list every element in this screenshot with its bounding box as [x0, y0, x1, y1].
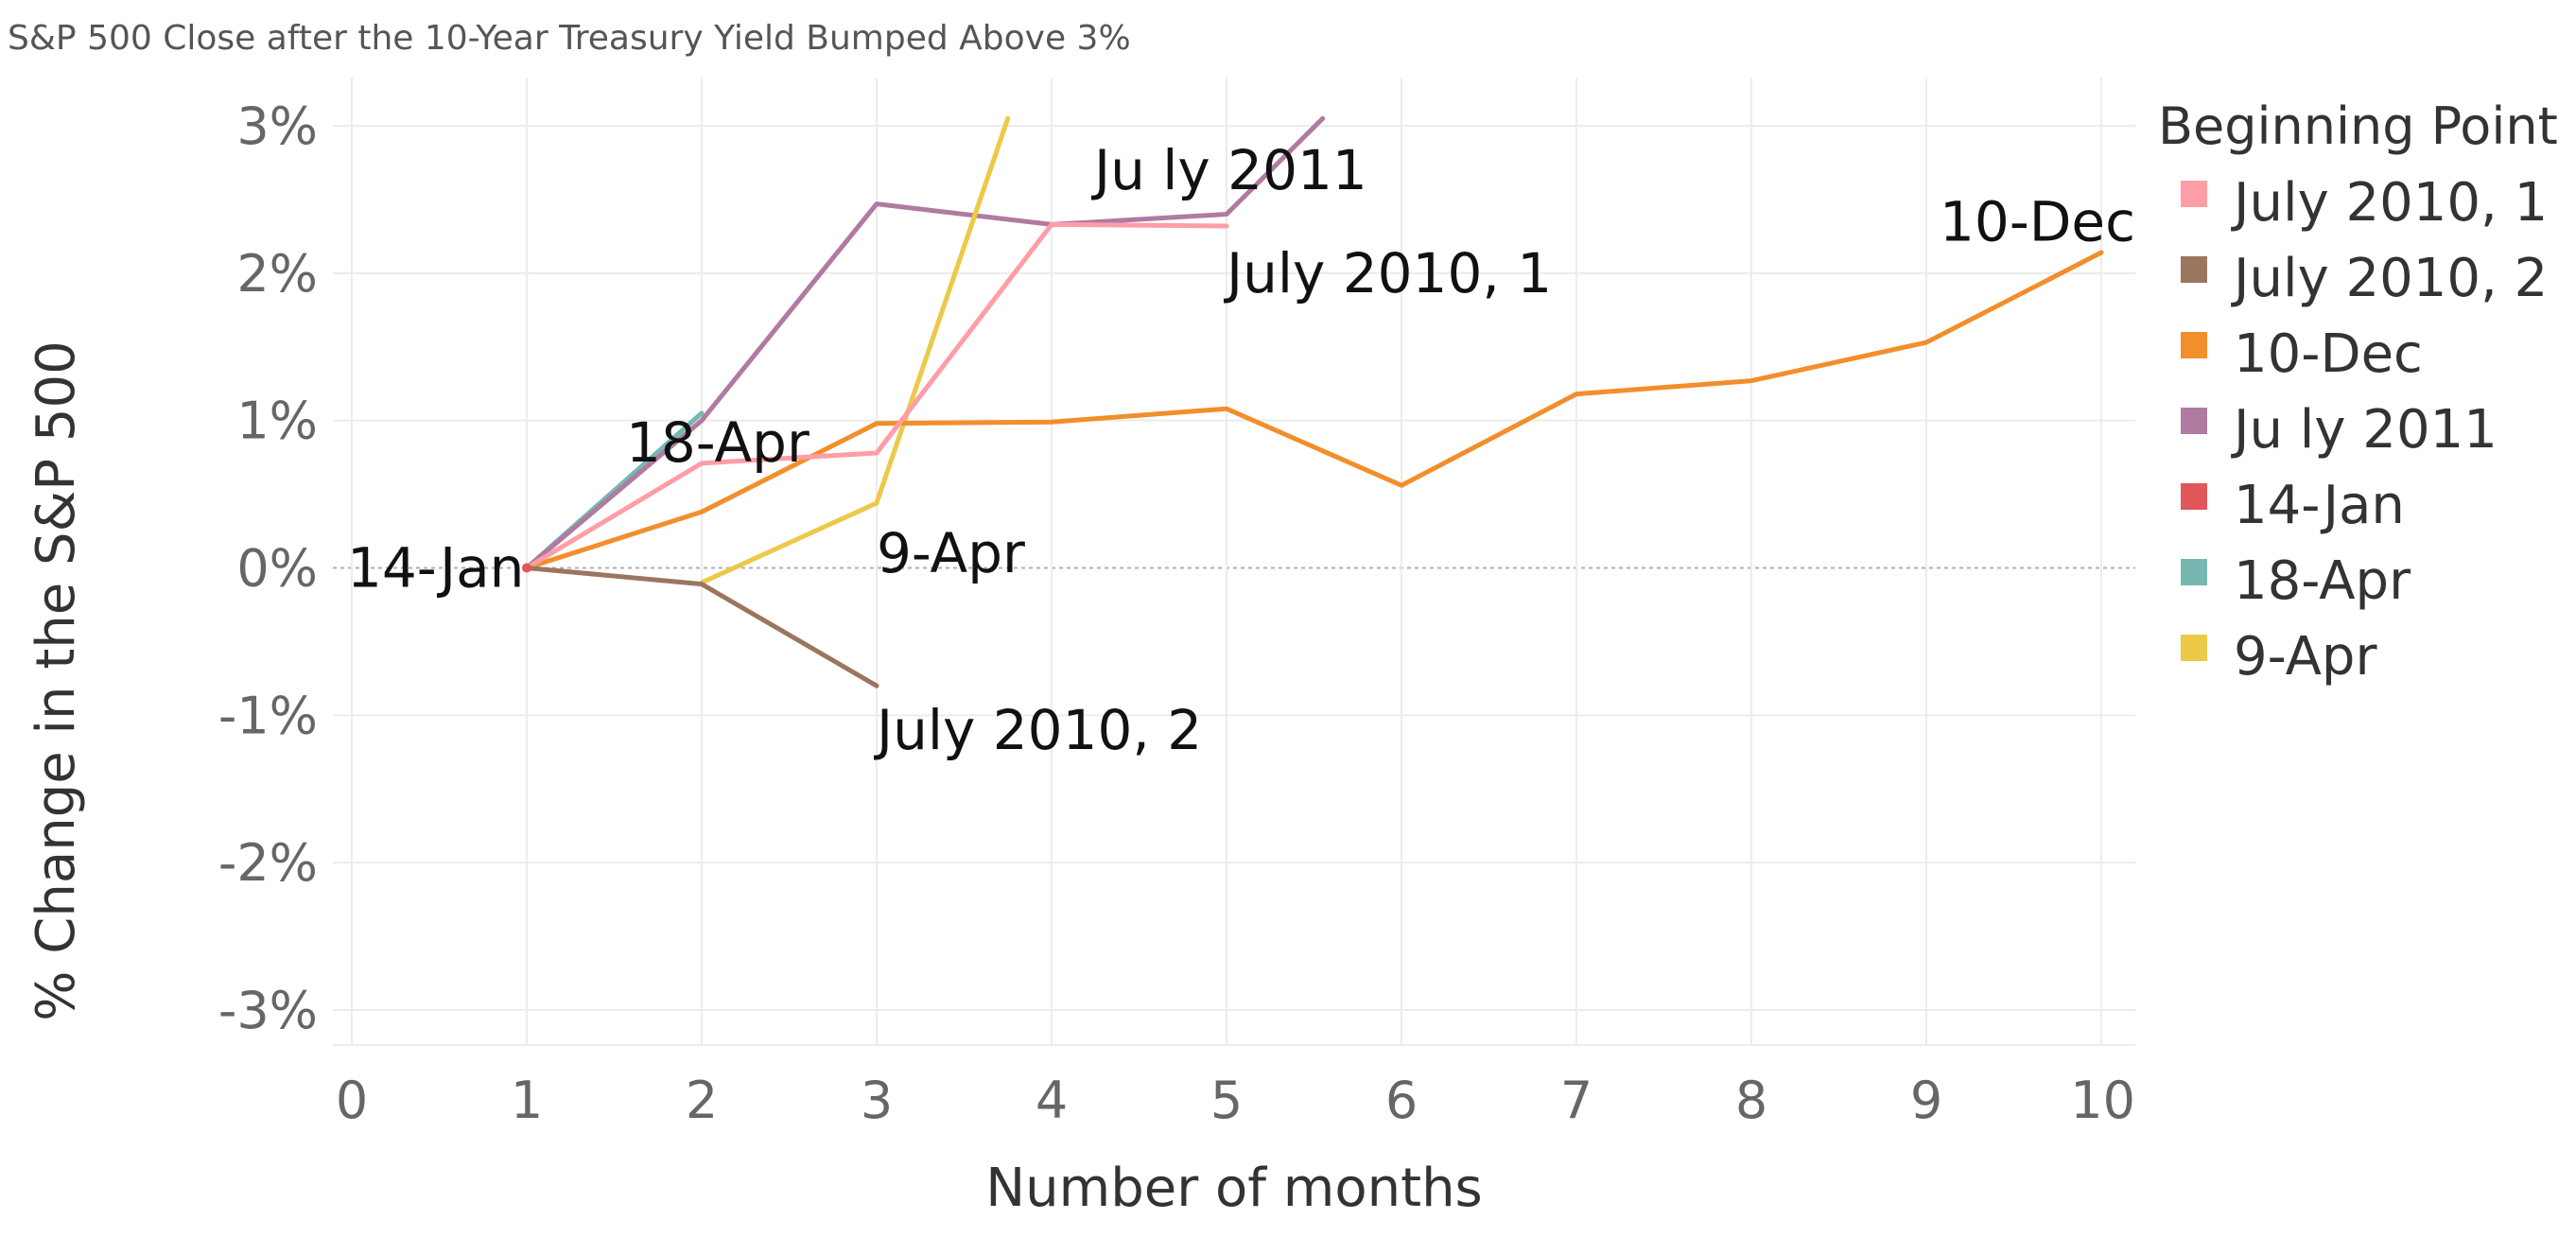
y-tick-label: -2%: [218, 833, 318, 893]
x-tick-label: 5: [1210, 1071, 1243, 1130]
legend-label: 9-Apr: [2234, 626, 2377, 688]
legend-label: July 2010, 1: [2231, 172, 2548, 234]
x-tick-label: 1: [511, 1071, 543, 1130]
line-label-july-2010-2: July 2010, 2: [874, 698, 1202, 762]
x-tick-label: 4: [1036, 1071, 1068, 1130]
legend-swatch: [2181, 332, 2207, 358]
y-axis-ticks: 3% 2% 1% 0% -1% -2% -3%: [218, 96, 318, 1040]
legend-swatch: [2181, 408, 2207, 434]
legend-item: July 2010, 2: [2181, 248, 2548, 309]
legend-label: 10-Dec: [2234, 323, 2423, 385]
legend-swatch: [2181, 256, 2207, 283]
legend-item: 9-Apr: [2181, 626, 2377, 688]
series-line-july-2010-1: [524, 221, 1229, 570]
legend-item: July 2010, 1: [2181, 172, 2548, 234]
y-tick-label: 3%: [236, 96, 318, 156]
legend-item: 14-Jan: [2181, 475, 2405, 536]
series-line-july-2011: [524, 115, 1326, 570]
legend-item: 10-Dec: [2181, 323, 2423, 385]
line-label-10-dec: 10-Dec: [1940, 189, 2135, 253]
x-tick-label: 8: [1735, 1071, 1767, 1130]
x-tick-label: 10: [2070, 1071, 2135, 1130]
chart-title: S&P 500 Close after the 10-Year Treasury…: [8, 19, 1131, 58]
line-label-july-2011: Ju ly 2011: [1091, 138, 1367, 202]
y-tick-label: 0%: [236, 539, 318, 599]
y-axis-title: % Change in the S&P 500: [26, 340, 87, 1020]
legend: Beginning Point July 2010, 1 July 2010, 2…: [2158, 96, 2558, 688]
series-lines: [522, 115, 2104, 688]
legend-title: Beginning Point: [2158, 96, 2558, 156]
line-label-july-2010-1: July 2010, 1: [1224, 241, 1552, 305]
legend-label: Ju ly 2011: [2231, 399, 2498, 461]
y-tick-label: 1%: [236, 392, 318, 451]
legend-swatch: [2181, 559, 2207, 585]
x-tick-label: 7: [1560, 1071, 1593, 1130]
y-tick-label: 2%: [236, 244, 318, 304]
x-tick-label: 2: [686, 1071, 718, 1130]
y-tick-label: -1%: [218, 686, 318, 745]
line-label-18-apr: 18-Apr: [626, 410, 809, 475]
x-tick-label: 3: [861, 1071, 893, 1130]
line-labels: 14-Jan 18-Apr 9-Apr July 2010, 2 Ju ly 2011 J…: [347, 138, 2135, 762]
legend-label: July 2010, 2: [2231, 248, 2548, 309]
series-point-14-jan: [522, 563, 531, 573]
series-line-july-2010-2: [524, 566, 879, 688]
series-line-10-dec: [524, 250, 2104, 570]
series-line-9-apr: [699, 115, 1011, 585]
legend-swatch: [2181, 635, 2207, 661]
x-axis-title: Number of months: [985, 1158, 1482, 1219]
legend-swatch: [2181, 483, 2207, 510]
x-tick-label: 6: [1385, 1071, 1418, 1130]
legend-item: Ju ly 2011: [2181, 399, 2498, 461]
line-label-9-apr: 9-Apr: [877, 521, 1025, 585]
x-tick-label: 9: [1910, 1071, 1942, 1130]
x-tick-label: 0: [336, 1071, 368, 1130]
legend-label: 18-Apr: [2234, 550, 2411, 612]
x-axis-ticks: 0 1 2 3 4 5 6 7 8 9 10: [336, 1071, 2135, 1130]
gridlines: [333, 78, 2135, 1046]
y-tick-label: -3%: [218, 981, 318, 1040]
legend-label: 14-Jan: [2234, 475, 2405, 536]
legend-swatch: [2181, 181, 2207, 207]
legend-item: 18-Apr: [2181, 550, 2411, 612]
line-label-14-jan: 14-Jan: [347, 536, 524, 601]
